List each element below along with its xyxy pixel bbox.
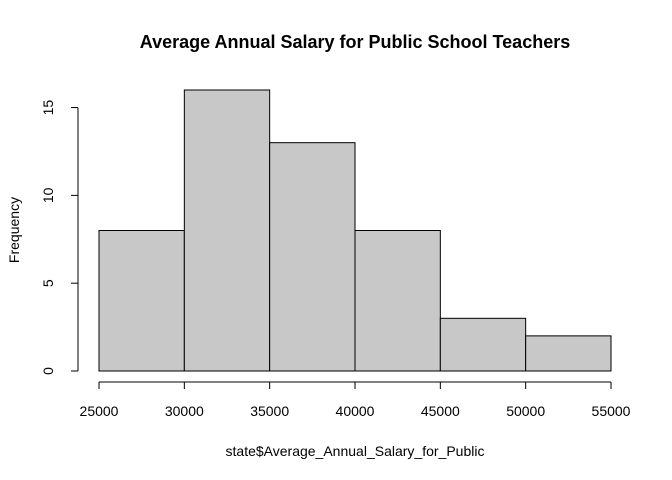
x-tick-label: 35000 <box>250 403 289 419</box>
y-tick-label: 15 <box>40 100 56 116</box>
y-axis: 0 5 10 15 <box>40 100 79 375</box>
x-tick-label: 30000 <box>165 403 204 419</box>
x-tick-label: 45000 <box>421 403 460 419</box>
x-tick-label: 25000 <box>80 403 119 419</box>
histogram-bar <box>354 230 441 372</box>
y-tick-label: 10 <box>40 187 56 203</box>
y-axis-label: Frequency <box>6 197 22 263</box>
histogram-bar <box>439 317 527 372</box>
bars-group <box>98 89 612 372</box>
histogram-bar <box>183 89 271 372</box>
x-axis: 25000 30000 35000 40000 45000 50000 55000 <box>80 381 631 419</box>
histogram-bar <box>525 335 612 372</box>
x-tick-label: 55000 <box>592 403 631 419</box>
x-tick-label: 40000 <box>336 403 375 419</box>
y-tick-label: 5 <box>40 279 56 287</box>
x-axis-label: state$Average_Annual_Salary_for_Public <box>226 443 485 459</box>
histogram-bar <box>269 142 356 372</box>
histogram-bar <box>98 230 185 372</box>
x-tick-label: 50000 <box>506 403 545 419</box>
chart-title: Average Annual Salary for Public School … <box>140 32 570 52</box>
y-tick-label: 0 <box>40 367 56 375</box>
